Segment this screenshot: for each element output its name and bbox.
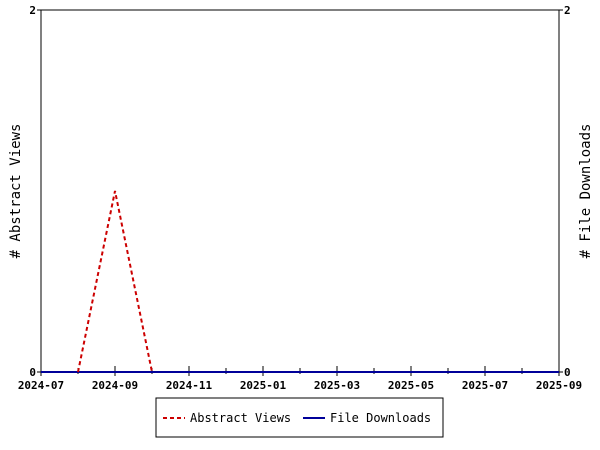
series-lines [41, 190, 559, 373]
y-right-tick-label: 2 [564, 4, 571, 17]
y-left-tick-label: 0 [29, 366, 36, 379]
x-tick-label: 2025-03 [314, 379, 360, 392]
legend-label-file-downloads: File Downloads [330, 411, 431, 425]
y-axis-left-title: # Abstract Views [8, 124, 24, 259]
x-tick-label: 2025-09 [536, 379, 582, 392]
legend-box [155, 397, 444, 438]
x-tick-label: 2025-07 [462, 379, 508, 392]
legend: Abstract Views File Downloads [155, 397, 444, 438]
y-axis-right-title: # File Downloads [578, 124, 594, 259]
y-left-tick-label: 2 [29, 4, 36, 17]
x-tick-label: 2024-11 [166, 379, 213, 392]
series-line-abstract-views [77, 190, 153, 373]
x-tick-label: 2025-01 [240, 379, 287, 392]
x-tick-label: 2024-09 [92, 379, 138, 392]
plot-area [40, 9, 560, 373]
legend-label-abstract-views: Abstract Views [190, 411, 291, 425]
y-right-tick-label: 0 [564, 366, 571, 379]
x-tick-label: 2025-05 [388, 379, 434, 392]
x-tick-label: 2024-07 [18, 379, 64, 392]
